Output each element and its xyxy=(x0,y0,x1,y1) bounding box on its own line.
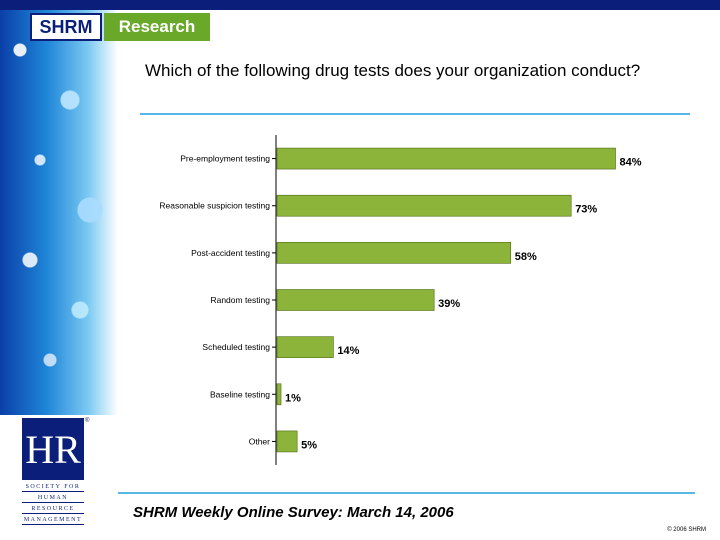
hr-logo-line-1: SOCIETY FOR xyxy=(22,484,84,492)
bottom-rule xyxy=(118,492,695,494)
copyright: © 2006 SHRM xyxy=(667,527,706,533)
category-label: Scheduled testing xyxy=(202,342,270,352)
category-label: Random testing xyxy=(210,295,270,305)
category-label: Reasonable suspicion testing xyxy=(159,201,270,211)
hr-logo-line-3: RESOURCE xyxy=(22,506,84,514)
bar xyxy=(277,195,571,216)
bar xyxy=(277,148,616,169)
value-label: 5% xyxy=(301,439,317,451)
value-label: 39% xyxy=(438,298,460,310)
bar xyxy=(277,337,333,358)
survey-source: SHRM Weekly Online Survey: March 14, 200… xyxy=(133,504,454,521)
category-label: Pre-employment testing xyxy=(180,154,270,164)
category-label: Baseline testing xyxy=(210,389,270,399)
hr-logo: HR ® SOCIETY FOR HUMAN RESOURCE MANAGEME… xyxy=(22,418,94,530)
hr-logo-mark: HR xyxy=(22,418,84,480)
value-label: 73% xyxy=(575,204,597,216)
value-label: 14% xyxy=(337,345,359,357)
hr-logo-line-4: MANAGEMENT xyxy=(22,517,84,525)
category-label: Post-accident testing xyxy=(191,248,270,258)
hr-logo-registered: ® xyxy=(85,418,89,424)
value-label: 84% xyxy=(620,157,642,169)
hr-logo-line-2: HUMAN xyxy=(22,495,84,503)
bar xyxy=(277,290,434,311)
value-label: 58% xyxy=(515,251,537,263)
bar xyxy=(277,431,297,452)
bar xyxy=(277,242,511,263)
category-label: Other xyxy=(249,436,270,446)
bar xyxy=(277,384,281,405)
value-label: 1% xyxy=(285,392,301,404)
